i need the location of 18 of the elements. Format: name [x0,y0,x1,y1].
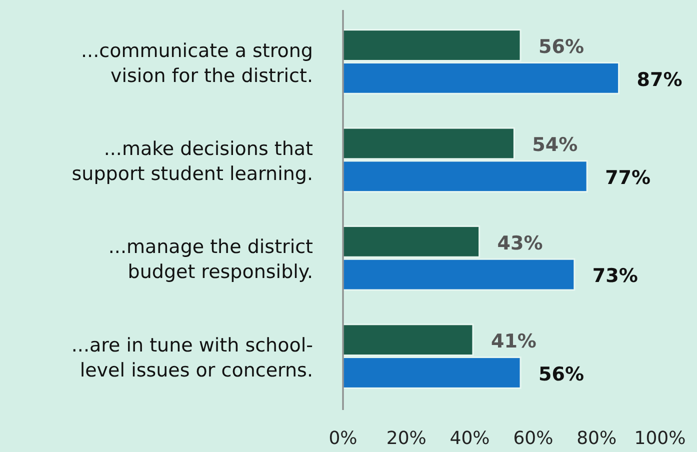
x-tick-label: 0% [328,428,358,449]
x-tick-label: 20% [386,428,426,449]
data-label: 56% [538,36,584,58]
x-tick-label: 40% [450,428,490,449]
data-label: 54% [532,134,578,156]
data-label: 77% [605,167,651,189]
data-label: 41% [490,330,536,352]
y-tick-label: ...manage the district budget responsibly. [108,236,313,284]
x-tick-label: 80% [576,428,617,449]
y-tick-label: ...make decisions that support student learning. [72,138,313,186]
data-label: 87% [636,68,682,91]
data-label: 73% [592,265,638,288]
data-label: 43% [497,232,543,254]
y-tick-label: ...are in tune with school- level issues or concerns. [71,334,313,382]
data-label: 56% [538,363,584,386]
y-tick-label: ...communicate a strong vision for the district. [81,40,313,87]
x-tick-label: 60% [513,428,554,449]
x-tick-label: 100% [634,428,686,449]
